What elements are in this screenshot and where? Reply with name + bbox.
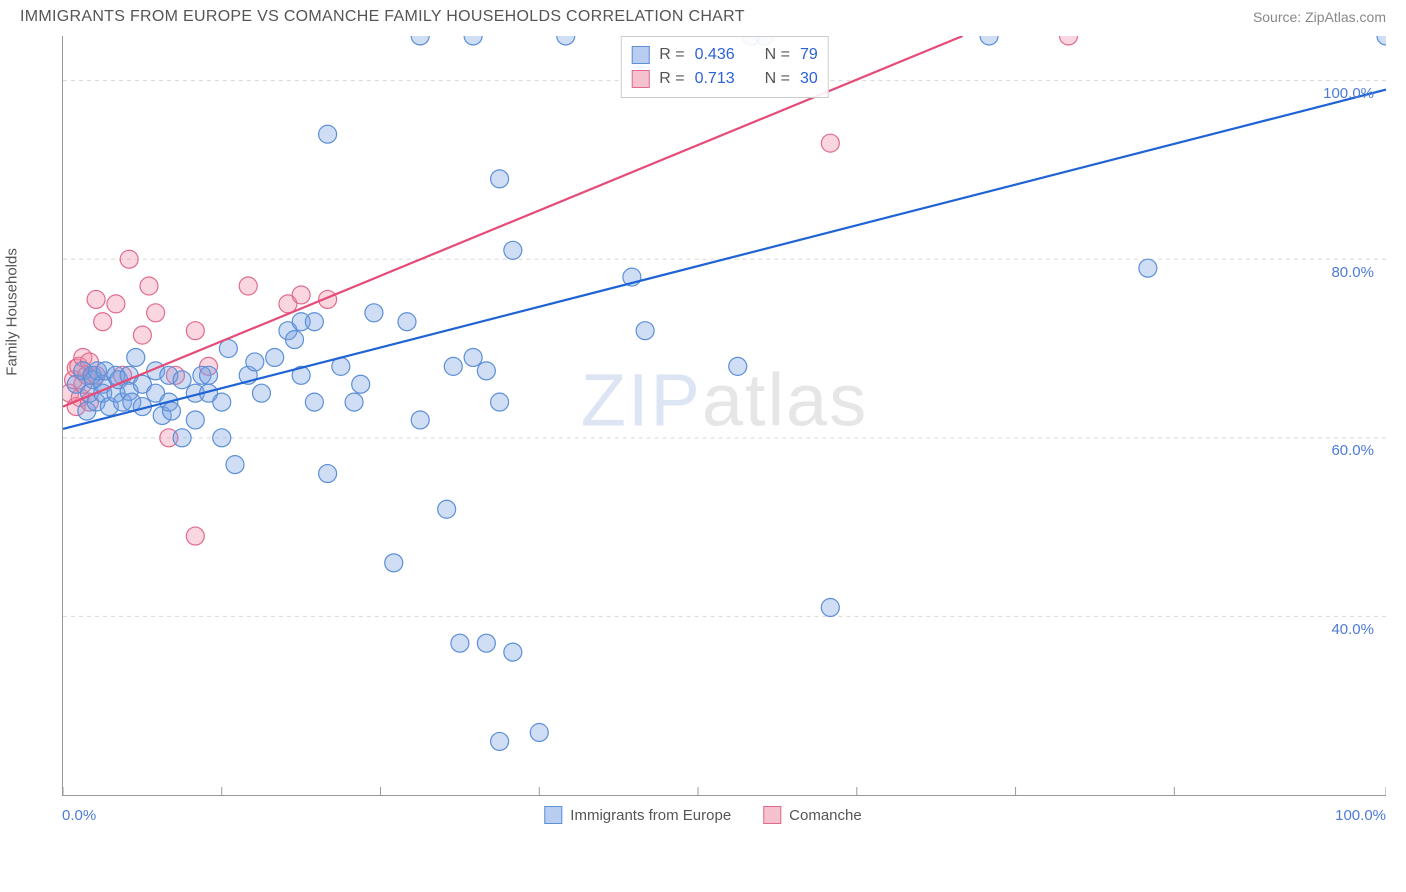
- trend-line-blue: [63, 90, 1386, 429]
- scatter-point-blue: [557, 36, 575, 45]
- y-tick-label: 100.0%: [1323, 85, 1374, 102]
- scatter-point-blue: [1377, 36, 1386, 45]
- scatter-point-blue: [286, 331, 304, 349]
- legend-item-pink: Comanche: [763, 806, 862, 824]
- scatter-point-pink: [186, 322, 204, 340]
- stats-row-pink: R = 0.713 N = 30: [631, 67, 818, 91]
- legend-swatch-blue: [544, 806, 562, 824]
- scatter-point-blue: [411, 36, 429, 45]
- scatter-point-blue: [162, 402, 180, 420]
- n-prefix-blue: N =: [765, 43, 790, 67]
- r-value-pink: 0.713: [695, 67, 735, 91]
- swatch-pink: [631, 70, 649, 88]
- scatter-point-blue: [305, 313, 323, 331]
- series-legend: Immigrants from Europe Comanche: [544, 806, 861, 824]
- chart-container: Family Households ZIPatlas R = 0.436 N =…: [20, 36, 1386, 826]
- scatter-point-blue: [438, 500, 456, 518]
- scatter-point-pink: [292, 286, 310, 304]
- y-tick-label: 40.0%: [1331, 621, 1374, 638]
- scatter-point-blue: [491, 732, 509, 750]
- scatter-point-pink: [821, 134, 839, 152]
- scatter-point-blue: [246, 353, 264, 371]
- legend-label-blue: Immigrants from Europe: [570, 807, 731, 824]
- y-tick-label: 60.0%: [1331, 442, 1374, 459]
- legend-swatch-pink: [763, 806, 781, 824]
- scatter-point-pink: [87, 290, 105, 308]
- scatter-point-blue: [1139, 259, 1157, 277]
- r-value-blue: 0.436: [695, 43, 735, 67]
- scatter-point-blue: [411, 411, 429, 429]
- scatter-point-blue: [477, 362, 495, 380]
- scatter-point-blue: [305, 393, 323, 411]
- scatter-point-blue: [729, 357, 747, 375]
- scatter-point-pink: [140, 277, 158, 295]
- scatter-point-blue: [385, 554, 403, 572]
- scatter-point-blue: [398, 313, 416, 331]
- stats-legend: R = 0.436 N = 79 R = 0.713 N = 30: [620, 36, 829, 98]
- legend-label-pink: Comanche: [789, 807, 862, 824]
- scatter-point-blue: [266, 348, 284, 366]
- r-prefix-blue: R =: [659, 43, 684, 67]
- y-axis-label: Family Households: [4, 248, 21, 376]
- scatter-point-blue: [319, 465, 337, 483]
- scatter-point-blue: [365, 304, 383, 322]
- scatter-point-blue: [213, 429, 231, 447]
- scatter-point-blue: [173, 429, 191, 447]
- plot-area: ZIPatlas R = 0.436 N = 79 R = 0.713 N = …: [62, 36, 1386, 796]
- scatter-point-blue: [980, 36, 998, 45]
- n-prefix-pink: N =: [765, 67, 790, 91]
- scatter-point-pink: [133, 326, 151, 344]
- x-tick-label-right: 100.0%: [1335, 807, 1386, 824]
- scatter-point-pink: [1059, 36, 1077, 45]
- scatter-point-blue: [319, 125, 337, 143]
- scatter-point-blue: [352, 375, 370, 393]
- scatter-point-blue: [477, 634, 495, 652]
- scatter-point-pink: [186, 527, 204, 545]
- x-tick-label-left: 0.0%: [62, 807, 96, 824]
- scatter-point-pink: [94, 313, 112, 331]
- chart-source: Source: ZipAtlas.com: [1253, 9, 1386, 25]
- scatter-point-blue: [213, 393, 231, 411]
- scatter-point-blue: [252, 384, 270, 402]
- source-name: ZipAtlas.com: [1305, 9, 1386, 25]
- scatter-point-blue: [504, 643, 522, 661]
- scatter-point-blue: [451, 634, 469, 652]
- scatter-point-pink: [147, 304, 165, 322]
- scatter-plot-svg: [63, 36, 1386, 795]
- n-value-pink: 30: [800, 67, 818, 91]
- scatter-point-blue: [464, 36, 482, 45]
- y-tick-label: 80.0%: [1331, 264, 1374, 281]
- legend-item-blue: Immigrants from Europe: [544, 806, 731, 824]
- chart-header: IMMIGRANTS FROM EUROPE VS COMANCHE FAMIL…: [0, 0, 1406, 30]
- scatter-point-blue: [200, 366, 218, 384]
- scatter-point-pink: [239, 277, 257, 295]
- scatter-point-pink: [107, 295, 125, 313]
- scatter-point-blue: [821, 598, 839, 616]
- scatter-point-pink: [120, 250, 138, 268]
- scatter-point-blue: [345, 393, 363, 411]
- scatter-point-blue: [219, 340, 237, 358]
- scatter-point-blue: [491, 170, 509, 188]
- scatter-point-blue: [173, 371, 191, 389]
- scatter-point-blue: [530, 724, 548, 742]
- scatter-point-blue: [226, 456, 244, 474]
- swatch-blue: [631, 46, 649, 64]
- scatter-point-blue: [127, 348, 145, 366]
- scatter-point-blue: [444, 357, 462, 375]
- scatter-point-blue: [464, 348, 482, 366]
- r-prefix-pink: R =: [659, 67, 684, 91]
- scatter-point-blue: [636, 322, 654, 340]
- source-prefix: Source:: [1253, 9, 1305, 25]
- scatter-point-blue: [504, 241, 522, 259]
- n-value-blue: 79: [800, 43, 818, 67]
- chart-title: IMMIGRANTS FROM EUROPE VS COMANCHE FAMIL…: [20, 8, 745, 26]
- scatter-point-blue: [186, 411, 204, 429]
- stats-row-blue: R = 0.436 N = 79: [631, 43, 818, 67]
- scatter-point-blue: [491, 393, 509, 411]
